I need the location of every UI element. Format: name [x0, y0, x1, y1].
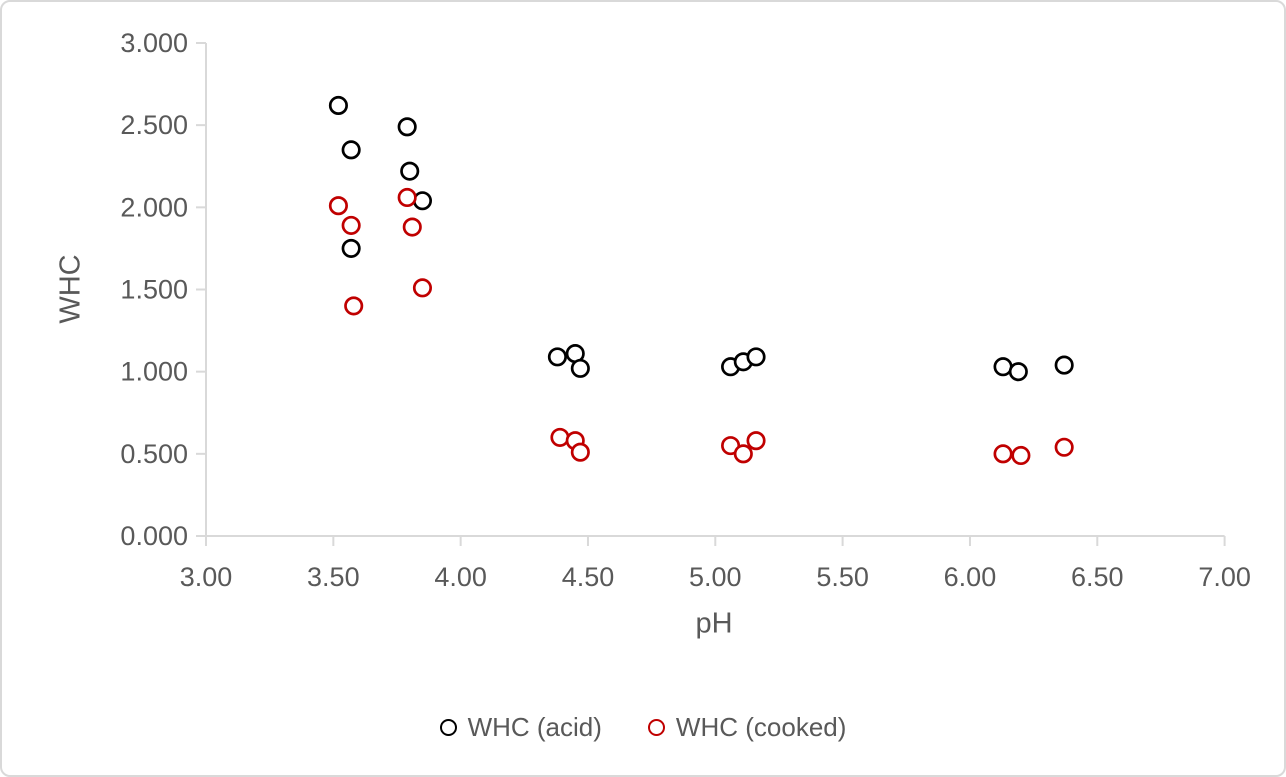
- legend-item-acid: WHC (acid): [439, 711, 602, 743]
- y-axis-title: WHC: [54, 254, 87, 324]
- data-point: [397, 117, 417, 137]
- x-tick-label: 3.00: [180, 562, 233, 592]
- data-point: [344, 296, 364, 316]
- data-point: [550, 427, 570, 447]
- legend: WHC (acid) WHC (cooked): [2, 708, 1284, 746]
- data-point: [570, 358, 590, 378]
- x-axis-title: pH: [695, 607, 733, 640]
- x-tick-label: 5.00: [689, 562, 742, 592]
- x-tick-label: 7.00: [1198, 562, 1251, 592]
- x-tick-label: 6.00: [944, 562, 997, 592]
- data-point: [733, 444, 753, 464]
- data-point: [746, 431, 766, 451]
- data-point: [341, 215, 361, 235]
- data-point: [1054, 355, 1074, 375]
- y-tick-label: 2.000: [120, 192, 188, 222]
- data-point: [993, 444, 1013, 464]
- data-point: [328, 95, 348, 115]
- cooked-series-marker-icon: [647, 718, 665, 736]
- y-tick-label: 1.000: [120, 357, 188, 387]
- data-point: [402, 217, 422, 237]
- x-tick-label: 4.00: [434, 562, 487, 592]
- y-tick-label: 2.500: [120, 110, 188, 140]
- data-point: [400, 161, 420, 181]
- legend-item-cooked: WHC (cooked): [647, 711, 847, 743]
- data-point: [993, 357, 1013, 377]
- data-point: [1054, 437, 1074, 457]
- y-tick-label: 0.500: [120, 439, 188, 469]
- data-point: [547, 347, 567, 367]
- data-point: [328, 196, 348, 216]
- data-point: [570, 442, 590, 462]
- x-tick-label: 6.50: [1071, 562, 1124, 592]
- x-tick-label: 5.50: [816, 562, 869, 592]
- x-tick-label: 3.50: [307, 562, 360, 592]
- data-point: [746, 347, 766, 367]
- data-point: [1008, 362, 1028, 382]
- data-point: [341, 140, 361, 160]
- x-tick-label: 4.50: [562, 562, 615, 592]
- acid-series-marker-icon: [439, 718, 457, 736]
- data-point: [412, 191, 433, 211]
- y-tick-label: 1.500: [120, 275, 188, 305]
- data-point: [412, 278, 433, 298]
- y-tick-label: 3.000: [120, 28, 188, 58]
- legend-label-acid: WHC (acid): [467, 711, 602, 742]
- y-tick-label: 0.000: [120, 521, 188, 551]
- data-point: [341, 238, 361, 258]
- data-point: [397, 187, 417, 208]
- legend-label-cooked: WHC (cooked): [675, 711, 847, 742]
- data-point: [1011, 445, 1031, 466]
